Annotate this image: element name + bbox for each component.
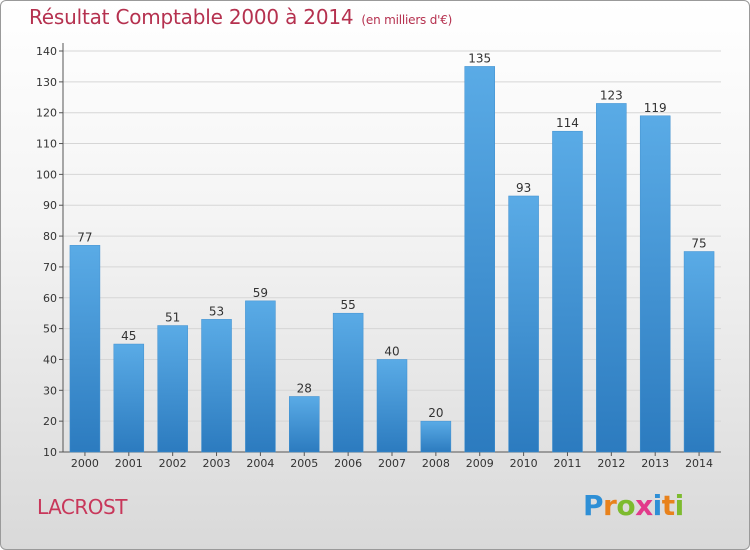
logo-letter: x: [635, 489, 653, 522]
bar: [596, 103, 627, 453]
bar: [552, 130, 583, 453]
x-tick-label: 2013: [641, 457, 669, 470]
y-tick-label: 60: [43, 292, 57, 305]
y-tick-label: 20: [43, 415, 57, 428]
labels: 77 45 51 53 59 28 55 40 20 135 93 114 123 119 75: [77, 51, 706, 420]
bar: [376, 359, 408, 453]
bar: [332, 312, 364, 453]
x-tick-label: 2000: [71, 457, 99, 470]
y-tick-label: 120: [36, 107, 57, 120]
chart-subtitle: (en milliers d'€): [361, 13, 453, 27]
y-tick-label: 10: [43, 446, 57, 459]
bar: [508, 195, 539, 453]
proxiti-logo: Proxiti: [583, 489, 684, 522]
bar: [157, 325, 188, 453]
logo-letter: t: [661, 489, 675, 522]
bar: [683, 251, 715, 453]
logo-letter: o: [616, 489, 636, 522]
x-tick-label: 2007: [378, 457, 406, 470]
data-label: 119: [644, 101, 667, 115]
y-tick-label: 40: [43, 353, 57, 366]
logo-letter: i: [674, 489, 685, 522]
logo-letter: i: [652, 489, 663, 522]
x-tick-label: 2002: [159, 457, 187, 470]
y-tick-label: 90: [43, 199, 57, 212]
y-tick-label: 50: [43, 323, 57, 336]
x-tick-label: 2004: [246, 457, 274, 470]
bar: [69, 245, 101, 453]
data-label: 55: [340, 298, 355, 312]
data-label: 135: [468, 51, 491, 65]
y-tick-label: 130: [36, 76, 57, 89]
logo-letter: r: [603, 489, 617, 522]
data-label: 59: [253, 286, 268, 300]
y-tick-label: 80: [43, 230, 57, 243]
bars: [69, 66, 715, 453]
x-tick-label: 2009: [466, 457, 494, 470]
bar: [289, 396, 320, 453]
data-label: 123: [600, 88, 623, 102]
x-tick-label: 2008: [422, 457, 450, 470]
data-label: 77: [77, 230, 92, 244]
x-tick-label: 2014: [685, 457, 713, 470]
bar: [113, 343, 145, 453]
data-label: 53: [209, 304, 224, 318]
data-label: 20: [428, 406, 443, 420]
bar: [201, 319, 232, 453]
x-tick-label: 2012: [597, 457, 625, 470]
bar: [464, 66, 495, 453]
x-tick-label: 2003: [203, 457, 231, 470]
data-label: 40: [384, 344, 399, 358]
bar: [420, 420, 452, 453]
y-tick-label: 110: [36, 138, 57, 151]
data-label: 28: [297, 381, 312, 395]
data-label: 51: [165, 311, 180, 325]
x-tick-label: 2011: [553, 457, 581, 470]
data-label: 75: [691, 237, 706, 251]
x-tick-label: 2005: [290, 457, 318, 470]
data-label: 45: [121, 329, 136, 343]
axes: 10 20 30 40 50 60 70 80 90 100 110 120 130 140 2000 200…: [36, 43, 721, 470]
bar: [639, 115, 671, 453]
data-label: 114: [556, 116, 579, 130]
y-tick-label: 30: [43, 384, 57, 397]
x-tick-label: 2010: [510, 457, 538, 470]
chart-title-text: Résultat Comptable 2000 à 2014: [29, 5, 354, 29]
logo-letter: P: [583, 489, 604, 522]
y-tick-label: 70: [43, 261, 57, 274]
y-tick-label: 100: [36, 168, 57, 181]
x-tick-label: 2001: [115, 457, 143, 470]
y-tick-label: 140: [36, 45, 57, 58]
data-label: 93: [516, 181, 531, 195]
commune-name: LACROST: [37, 495, 127, 519]
x-tick-label: 2006: [334, 457, 362, 470]
bar: [245, 300, 276, 453]
chart-title: Résultat Comptable 2000 à 2014 (en millie…: [29, 5, 452, 29]
